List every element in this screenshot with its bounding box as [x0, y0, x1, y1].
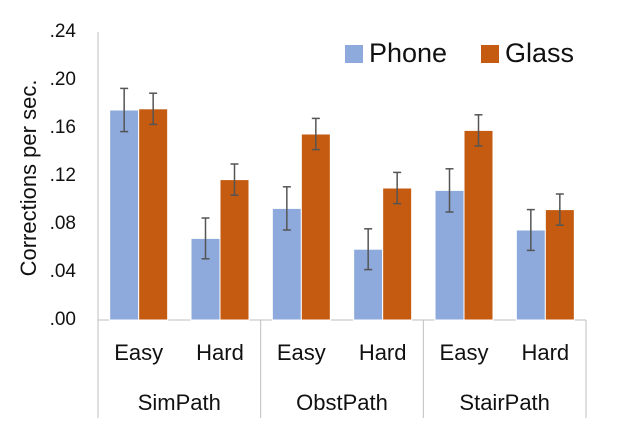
- x-category-label: Easy: [277, 340, 326, 365]
- legend-label-phone: Phone: [369, 38, 447, 68]
- y-tick-labels: .00 .04 .08 .12 .16 .20 .24: [50, 21, 77, 330]
- legend-swatch-phone: [345, 45, 363, 63]
- x-category-labels: Easy Hard Easy Hard Easy Hard: [114, 340, 569, 365]
- x-category-label: Easy: [440, 340, 489, 365]
- legend: Phone Glass: [345, 38, 574, 68]
- y-tick-label: .08: [50, 213, 76, 234]
- bar-glass: [382, 187, 413, 321]
- bar-glass: [138, 108, 169, 321]
- y-axis-label: Corrections per sec.: [16, 80, 41, 277]
- y-tick-label: .00: [50, 309, 76, 330]
- legend-label-glass: Glass: [505, 38, 574, 68]
- y-tick-label: .04: [50, 261, 77, 282]
- x-group-label: StairPath: [459, 390, 550, 415]
- x-category-label: Hard: [359, 340, 407, 365]
- y-tick-label: .20: [50, 69, 76, 90]
- axes: [97, 32, 587, 418]
- bar-glass: [463, 129, 494, 321]
- bar-glass: [544, 209, 575, 321]
- bar-phone: [109, 109, 140, 321]
- x-category-label: Hard: [521, 340, 569, 365]
- x-group-label: SimPath: [138, 390, 221, 415]
- x-group-labels: SimPath ObstPath StairPath: [138, 390, 550, 415]
- y-tick-label: .24: [50, 21, 77, 42]
- bar-glass: [300, 133, 331, 321]
- legend-swatch-glass: [481, 45, 499, 63]
- bars: [109, 108, 575, 321]
- error-bars: [120, 87, 564, 271]
- y-tick-label: .12: [50, 165, 76, 186]
- x-group-label: ObstPath: [296, 390, 388, 415]
- bar-glass: [219, 179, 250, 321]
- x-category-label: Easy: [114, 340, 163, 365]
- x-category-label: Hard: [196, 340, 244, 365]
- y-tick-label: .16: [50, 117, 76, 138]
